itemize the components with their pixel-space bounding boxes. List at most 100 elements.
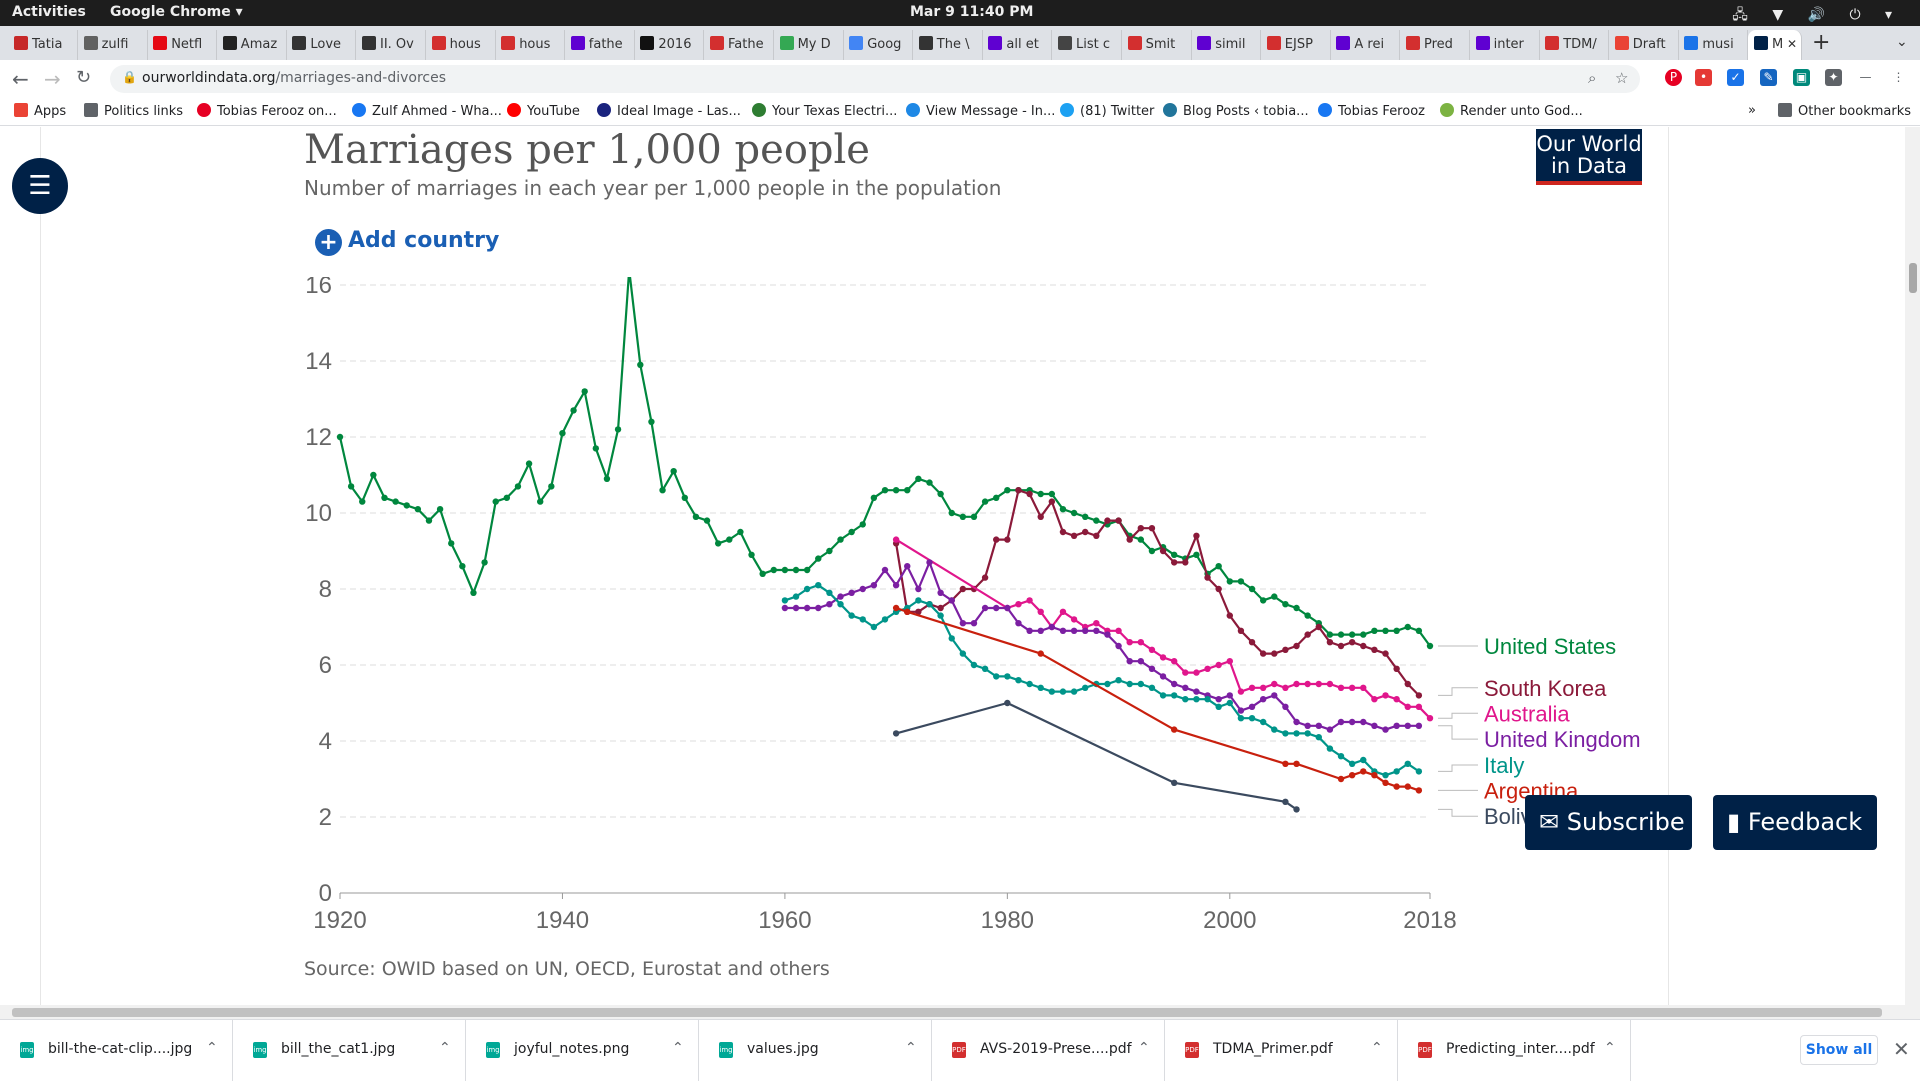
forward-icon[interactable]: → <box>44 67 61 91</box>
data-point <box>1215 563 1222 570</box>
data-point <box>1248 703 1256 710</box>
bookmark-item[interactable]: Apps <box>14 103 66 119</box>
data-point <box>1226 578 1233 585</box>
data-point <box>859 616 866 623</box>
vertical-scrollbar[interactable] <box>1905 127 1920 1005</box>
owid-logo[interactable]: Our World in Data <box>1536 129 1642 185</box>
table-of-contents-button[interactable]: ☰ <box>12 158 68 214</box>
bookmark-item[interactable]: Your Texas Electri... <box>752 103 897 119</box>
activities-button[interactable]: Activities <box>12 4 86 20</box>
new-tab-button[interactable]: + <box>1812 30 1831 55</box>
download-item[interactable]: PDF TDMA_Primer.pdf ⌃ <box>1165 1020 1398 1081</box>
close-icon[interactable]: ✕ <box>1893 1037 1910 1061</box>
browser-tab[interactable]: Netfl <box>147 30 218 60</box>
tab-title: Pred <box>1424 37 1453 52</box>
data-point <box>692 513 700 520</box>
chevron-up-icon[interactable]: ⌃ <box>439 1040 451 1056</box>
app-extension-icon[interactable]: ▣ <box>1793 69 1810 86</box>
bookmark-star-icon[interactable]: ☆ <box>1615 69 1629 87</box>
back-icon[interactable]: ← <box>12 67 29 91</box>
legend-connector <box>1438 764 1478 772</box>
vertical-scroll-thumb[interactable] <box>1909 263 1917 293</box>
lock-icon[interactable]: 🔒 <box>122 70 137 84</box>
bookmark-item[interactable]: Ideal Image - Las... <box>597 103 741 119</box>
bookmarks-overflow-icon[interactable]: » <box>1748 103 1756 118</box>
browser-tab[interactable]: My D <box>774 30 844 60</box>
browser-tab[interactable]: inter <box>1470 30 1540 60</box>
chevron-up-icon[interactable]: ⌃ <box>206 1040 218 1056</box>
bookmark-item[interactable]: View Message - In... <box>906 103 1055 119</box>
browser-tab[interactable]: Fathe <box>704 30 774 60</box>
chevron-up-icon[interactable]: ⌃ <box>1604 1040 1616 1056</box>
tab-search-icon[interactable]: ⌄ <box>1896 34 1908 50</box>
bookmark-item[interactable]: YouTube <box>507 103 580 119</box>
bookmark-item[interactable]: Tobias Ferooz <box>1318 103 1425 119</box>
download-item[interactable]: img values.jpg ⌃ <box>699 1020 932 1081</box>
system-tray[interactable]: 🖧 ▼ 🔊 ⏻ ▾ <box>1732 7 1902 23</box>
extension-icon[interactable]: • <box>1695 69 1712 86</box>
chevron-up-icon[interactable]: ⌃ <box>1138 1040 1150 1056</box>
add-country-button[interactable]: + Add country <box>315 228 499 256</box>
browser-tab[interactable]: zulfi <box>78 30 148 60</box>
clock[interactable]: Mar 9 11:40 PM <box>910 4 1034 20</box>
feedback-button[interactable]: ▮ Feedback <box>1713 795 1877 850</box>
bookmark-item[interactable]: (81) Twitter <box>1060 103 1154 119</box>
chevron-up-icon[interactable]: ⌃ <box>905 1040 917 1056</box>
zoom-icon[interactable]: ⌕ <box>1588 69 1597 87</box>
browser-tab[interactable]: fathe <box>565 30 635 60</box>
download-item[interactable]: img joyful_notes.png ⌃ <box>466 1020 699 1081</box>
browser-tab[interactable]: Goog <box>843 30 914 60</box>
browser-tab[interactable]: Draft <box>1609 30 1679 60</box>
folder-icon <box>1778 103 1792 117</box>
browser-tab[interactable]: A rei <box>1330 30 1401 60</box>
browser-tab[interactable]: TDM/ <box>1539 30 1610 60</box>
browser-tab[interactable]: simil <box>1191 30 1262 60</box>
subscribe-button[interactable]: ✉ Subscribe <box>1525 795 1692 850</box>
app-menu[interactable]: Google Chrome ▾ <box>110 4 243 20</box>
browser-tab[interactable]: Amaz <box>217 30 287 60</box>
bookmark-item[interactable]: Render unto God... <box>1440 103 1583 119</box>
puzzle-extension-icon[interactable]: ✦ <box>1825 69 1842 86</box>
browser-tab[interactable]: The \ <box>913 30 983 60</box>
chrome-menu-icon[interactable]: ⋮ <box>1890 69 1907 86</box>
browser-tab[interactable]: 2016 <box>634 30 705 60</box>
reload-icon[interactable]: ↻ <box>76 67 92 88</box>
browser-tab[interactable]: II. Ov <box>356 30 426 60</box>
download-item[interactable]: img bill_the_cat1.jpg ⌃ <box>233 1020 466 1081</box>
browser-tab[interactable]: Pred <box>1400 30 1470 60</box>
browser-tab[interactable]: Smit <box>1122 30 1192 60</box>
bookmark-item[interactable]: Blog Posts ‹ tobia... <box>1163 103 1309 119</box>
horizontal-scroll-thumb[interactable] <box>12 1008 1882 1017</box>
address-bar[interactable]: 🔒 ourworldindata.org/marriages-and-divor… <box>110 65 1640 93</box>
download-item[interactable]: PDF Predicting_inter....pdf ⌃ <box>1398 1020 1631 1081</box>
browser-tab[interactable]: Love <box>286 30 357 60</box>
browser-tab[interactable]: hous <box>495 30 566 60</box>
bookmark-item[interactable]: Politics links <box>84 103 183 119</box>
browser-tab[interactable]: musi <box>1678 30 1749 60</box>
chevron-up-icon[interactable]: ⌃ <box>672 1040 684 1056</box>
data-point <box>870 623 878 631</box>
browser-tab[interactable]: List c <box>1052 30 1122 60</box>
tab-title: M <box>1772 37 1784 52</box>
browser-tab[interactable]: Tatia <box>8 30 78 60</box>
bookmark-item[interactable]: Tobias Ferooz on... <box>197 103 337 119</box>
show-all-downloads-button[interactable]: Show all <box>1800 1035 1878 1065</box>
browser-tab[interactable]: M ✕ <box>1748 30 1802 60</box>
browser-tab[interactable]: hous <box>426 30 496 60</box>
data-point <box>892 582 900 589</box>
chevron-up-icon[interactable]: ⌃ <box>1371 1040 1383 1056</box>
checklist-extension-icon[interactable]: ✓ <box>1727 69 1744 86</box>
browser-tab[interactable]: EJSP <box>1261 30 1331 60</box>
pen-extension-icon[interactable]: ✎ <box>1760 69 1777 86</box>
download-item[interactable]: img bill-the-cat-clip....jpg ⌃ <box>0 1020 233 1081</box>
tab-favicon-icon <box>222 36 237 50</box>
browser-tab[interactable]: all et <box>982 30 1053 60</box>
pinterest-extension-icon[interactable]: P <box>1665 69 1682 86</box>
bookmark-item[interactable]: Zulf Ahmed - Wha... <box>352 103 502 119</box>
tab-title: all et <box>1006 37 1039 52</box>
close-tab-icon[interactable]: ✕ <box>1783 37 1798 51</box>
data-point <box>1415 627 1423 634</box>
other-bookmarks-folder[interactable]: Other bookmarks <box>1778 103 1911 119</box>
profile-icon[interactable]: — <box>1857 69 1874 86</box>
download-item[interactable]: PDF AVS-2019-Prese....pdf ⌃ <box>932 1020 1165 1081</box>
